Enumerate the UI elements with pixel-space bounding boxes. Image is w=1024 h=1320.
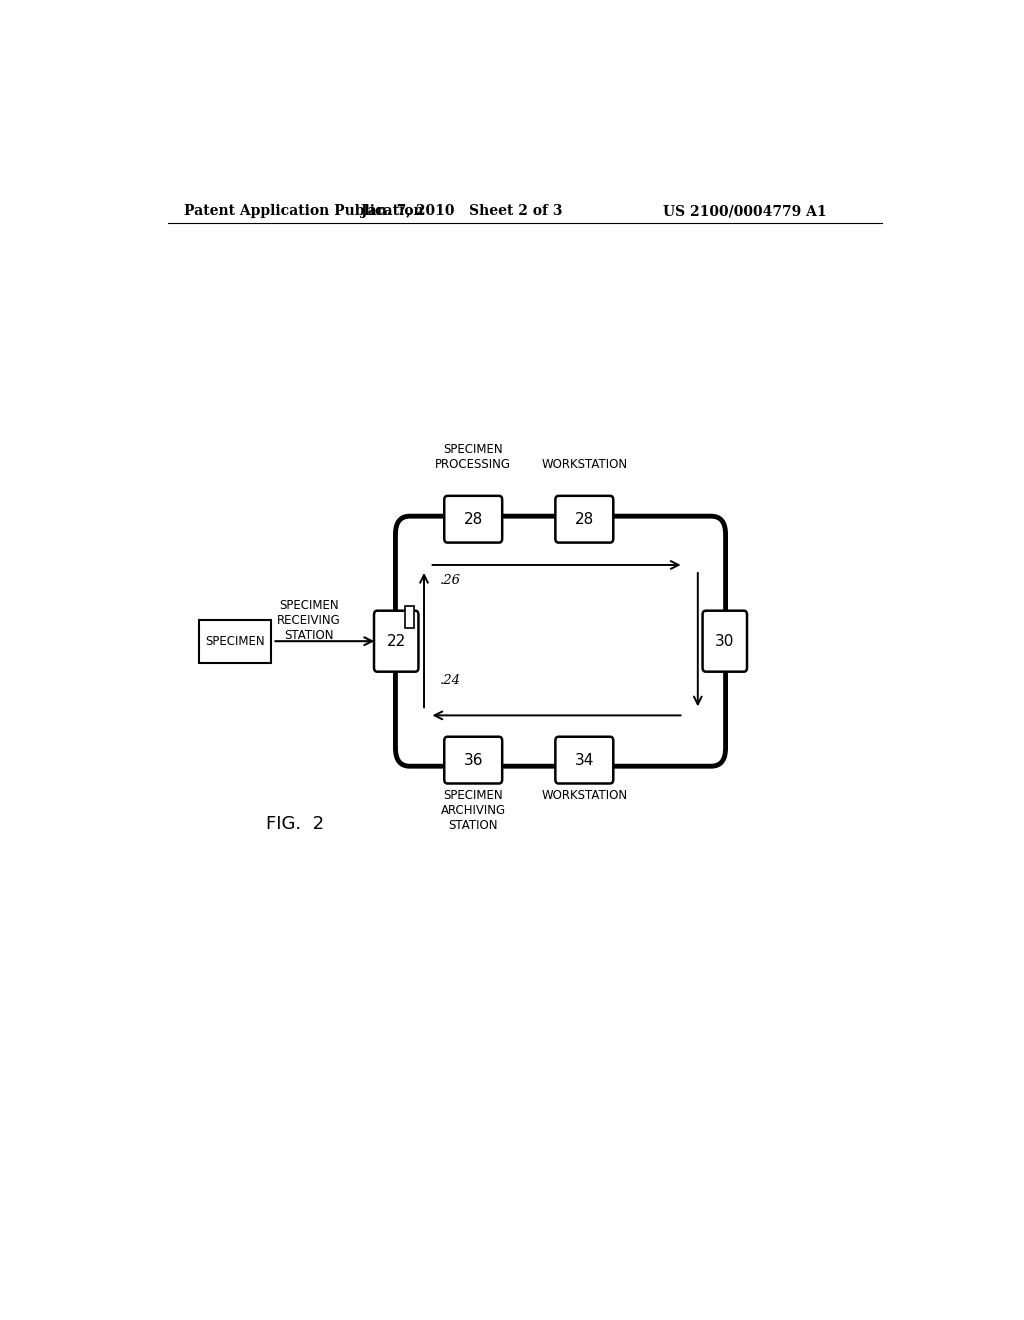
Bar xyxy=(200,620,270,663)
FancyBboxPatch shape xyxy=(555,737,613,784)
FancyBboxPatch shape xyxy=(702,611,748,672)
Text: SPECIMEN
PROCESSING: SPECIMEN PROCESSING xyxy=(435,444,511,471)
Text: .26: .26 xyxy=(440,574,461,587)
FancyBboxPatch shape xyxy=(555,496,613,543)
Text: .24: .24 xyxy=(440,673,461,686)
Text: WORKSTATION: WORKSTATION xyxy=(542,788,628,801)
Text: SPECIMEN
ARCHIVING
STATION: SPECIMEN ARCHIVING STATION xyxy=(440,788,506,832)
Text: 28: 28 xyxy=(464,512,483,527)
FancyBboxPatch shape xyxy=(444,496,502,543)
Text: 22: 22 xyxy=(387,634,406,648)
Text: 30: 30 xyxy=(715,634,734,648)
FancyBboxPatch shape xyxy=(444,737,502,784)
Text: Jan. 7, 2010   Sheet 2 of 3: Jan. 7, 2010 Sheet 2 of 3 xyxy=(360,205,562,218)
Text: WORKSTATION: WORKSTATION xyxy=(542,458,628,471)
Bar xyxy=(404,606,414,628)
Text: 34: 34 xyxy=(574,752,594,768)
Text: Patent Application Publication: Patent Application Publication xyxy=(183,205,423,218)
FancyBboxPatch shape xyxy=(395,516,726,766)
Text: FIG.  2: FIG. 2 xyxy=(265,816,324,833)
Text: SPECIMEN: SPECIMEN xyxy=(206,635,265,648)
Text: US 2100/0004779 A1: US 2100/0004779 A1 xyxy=(663,205,826,218)
Text: 28: 28 xyxy=(574,512,594,527)
Text: SPECIMEN
RECEIVING
STATION: SPECIMEN RECEIVING STATION xyxy=(278,599,341,643)
Text: 36: 36 xyxy=(464,752,483,768)
FancyBboxPatch shape xyxy=(374,611,419,672)
